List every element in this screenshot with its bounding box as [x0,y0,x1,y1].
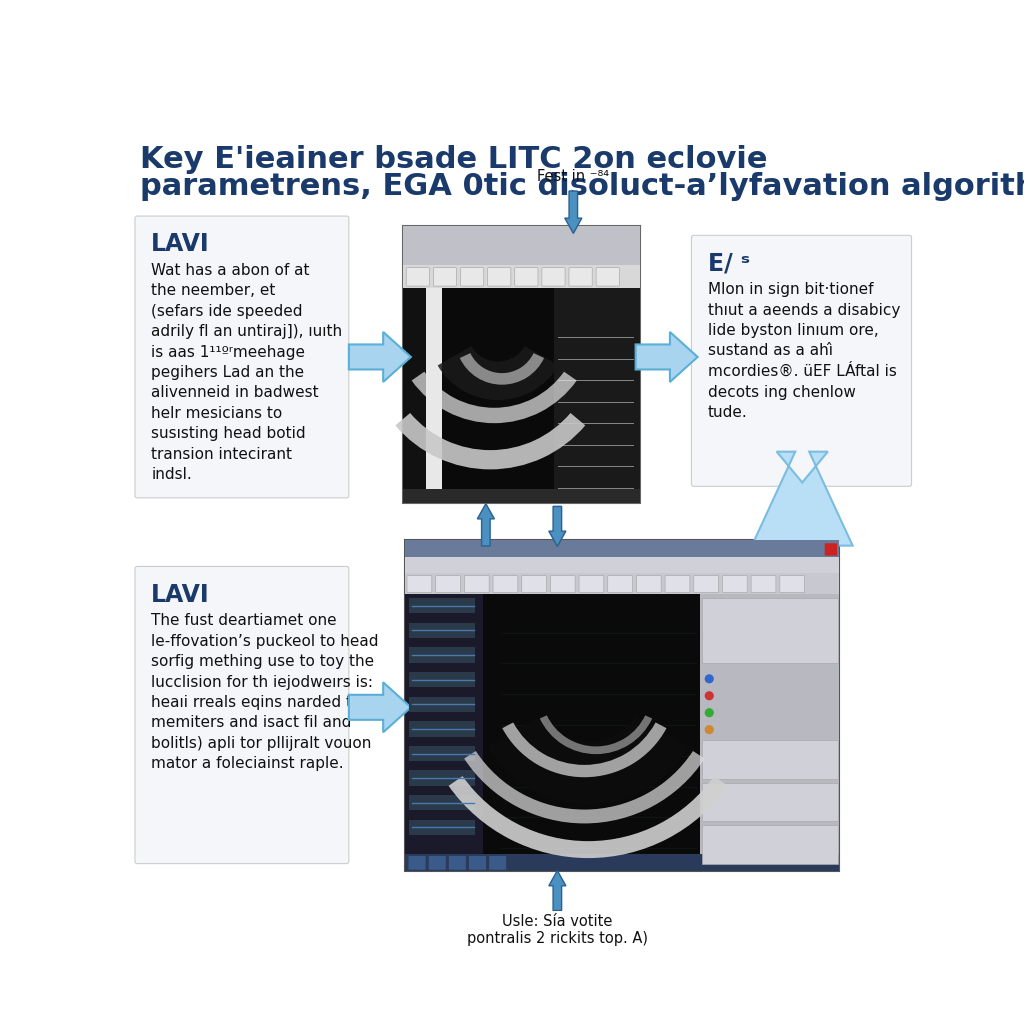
FancyBboxPatch shape [433,267,457,286]
FancyBboxPatch shape [701,782,838,821]
FancyBboxPatch shape [701,598,838,664]
FancyBboxPatch shape [751,575,776,593]
Circle shape [706,692,713,699]
FancyBboxPatch shape [403,226,640,264]
FancyBboxPatch shape [403,288,426,503]
FancyBboxPatch shape [410,672,475,687]
FancyBboxPatch shape [515,267,538,286]
FancyBboxPatch shape [406,541,840,871]
FancyBboxPatch shape [521,575,547,593]
Text: parametrens, EGA 0tic disoluct-a’lyfavation algorithm: parametrens, EGA 0tic disoluct-a’lyfavat… [139,172,1024,201]
FancyBboxPatch shape [691,236,911,486]
FancyBboxPatch shape [406,541,840,557]
FancyBboxPatch shape [665,575,690,593]
Text: Wat has a abon of at
the neember, et
(sefars ide speeded
adrily fl an untiraj]),: Wat has a abon of at the neember, et (se… [152,263,342,482]
Text: LAVI: LAVI [152,232,210,256]
Polygon shape [565,191,582,233]
FancyBboxPatch shape [135,566,349,863]
Polygon shape [477,504,495,546]
FancyBboxPatch shape [464,575,489,593]
FancyBboxPatch shape [579,575,604,593]
FancyBboxPatch shape [410,696,475,712]
FancyBboxPatch shape [409,856,426,869]
FancyBboxPatch shape [410,721,475,736]
FancyBboxPatch shape [435,575,461,593]
FancyBboxPatch shape [442,288,554,503]
FancyBboxPatch shape [701,825,838,863]
FancyBboxPatch shape [607,575,633,593]
Polygon shape [349,682,411,732]
FancyBboxPatch shape [407,267,429,286]
Wedge shape [449,776,728,858]
Wedge shape [395,413,586,469]
FancyBboxPatch shape [410,745,475,761]
FancyBboxPatch shape [406,854,840,871]
Polygon shape [549,870,566,910]
Wedge shape [464,751,705,823]
FancyBboxPatch shape [410,820,475,836]
FancyBboxPatch shape [487,267,511,286]
Text: Key E'ieainer bsade LITC 2on eclovie: Key E'ieainer bsade LITC 2on eclovie [139,145,767,174]
Wedge shape [460,353,544,385]
FancyBboxPatch shape [596,267,620,286]
FancyBboxPatch shape [461,267,483,286]
FancyBboxPatch shape [403,264,640,288]
FancyBboxPatch shape [779,575,805,593]
FancyBboxPatch shape [569,267,592,286]
Circle shape [706,675,713,683]
FancyBboxPatch shape [693,575,719,593]
FancyBboxPatch shape [483,594,497,871]
FancyBboxPatch shape [403,489,640,503]
FancyBboxPatch shape [410,647,475,663]
Circle shape [706,726,713,733]
Text: The fust deartiamet one
le-ffovation’s puckeol to head
sorfig mething use to toy: The fust deartiamet one le-ffovation’s p… [152,613,385,771]
Text: Enline 19,ℓth ron
ralite date.: Enline 19,ℓth ron ralite date. [425,548,547,581]
Wedge shape [487,716,689,804]
Circle shape [706,709,713,717]
FancyBboxPatch shape [429,856,445,869]
FancyBboxPatch shape [469,856,486,869]
FancyBboxPatch shape [410,623,475,638]
Polygon shape [349,332,411,382]
Text: Usle: Sía votite
pontralis 2 rickits top. A): Usle: Sía votite pontralis 2 rickits top… [467,913,648,946]
FancyBboxPatch shape [636,575,662,593]
FancyBboxPatch shape [493,575,518,593]
Wedge shape [503,722,667,777]
FancyBboxPatch shape [449,856,466,869]
FancyBboxPatch shape [403,226,640,503]
FancyBboxPatch shape [550,575,575,593]
Wedge shape [412,372,577,423]
FancyBboxPatch shape [407,575,432,593]
FancyBboxPatch shape [406,594,483,871]
FancyBboxPatch shape [497,594,700,871]
Text: Mlon in sign bit·tionef
thıut a aeends a disabicy
lide byston linıum ore,
sustan: Mlon in sign bit·tionef thıut a aeends a… [708,283,900,420]
FancyBboxPatch shape [406,557,840,572]
Polygon shape [636,332,697,382]
FancyBboxPatch shape [410,795,475,810]
FancyBboxPatch shape [824,544,838,556]
Text: Eo/τʳⁿᴀ: Eo/τʳⁿᴀ [532,485,583,500]
Text: LAVI: LAVI [152,583,210,606]
FancyBboxPatch shape [489,856,506,869]
FancyBboxPatch shape [722,575,748,593]
FancyBboxPatch shape [426,288,442,503]
FancyBboxPatch shape [410,598,475,613]
FancyBboxPatch shape [701,740,838,779]
Polygon shape [549,506,566,547]
FancyBboxPatch shape [554,288,640,503]
Text: E/ ˢ: E/ ˢ [708,252,750,275]
FancyBboxPatch shape [406,572,840,594]
Polygon shape [752,452,853,546]
FancyBboxPatch shape [542,267,565,286]
Text: Fest in ⁻⁸⁴: Fest in ⁻⁸⁴ [538,169,609,183]
Wedge shape [540,716,652,754]
FancyBboxPatch shape [410,770,475,785]
Wedge shape [437,346,558,400]
FancyBboxPatch shape [700,594,840,871]
FancyBboxPatch shape [135,216,349,498]
